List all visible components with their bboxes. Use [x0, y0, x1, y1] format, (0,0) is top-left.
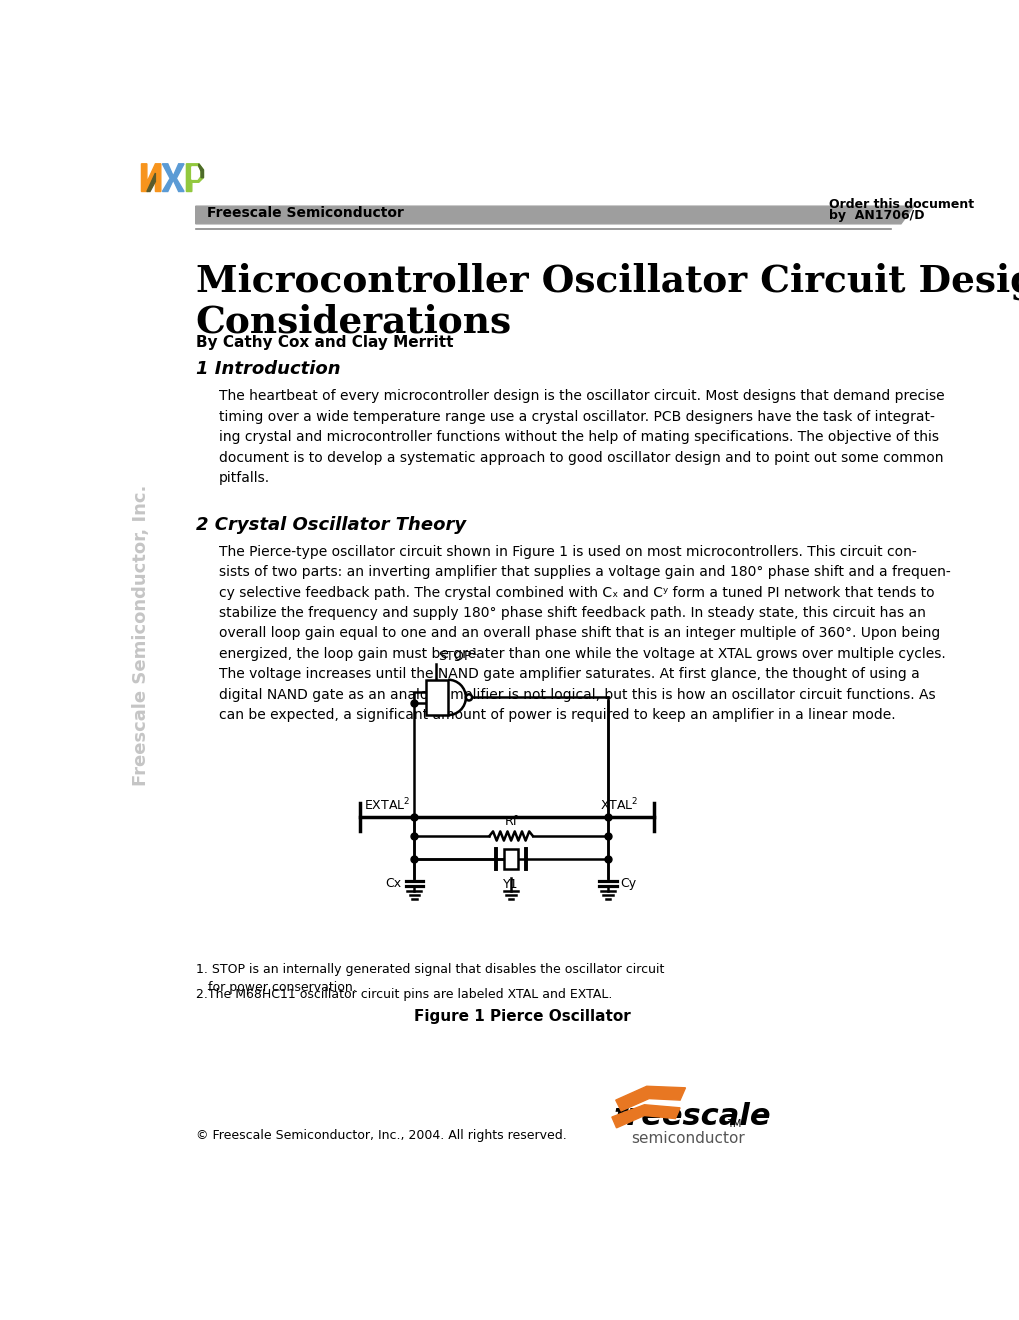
Polygon shape [192, 166, 200, 180]
Text: The heartbeat of every microcontroller design is the oscillator circuit. Most de: The heartbeat of every microcontroller d… [219, 389, 944, 484]
Circle shape [466, 694, 472, 701]
Polygon shape [199, 164, 203, 178]
Polygon shape [611, 1105, 680, 1127]
Text: Microcontroller Oscillator Circuit Design
Considerations: Microcontroller Oscillator Circuit Desig… [196, 263, 1019, 341]
Polygon shape [142, 164, 161, 191]
Text: STOP$^1$: STOP$^1$ [438, 648, 478, 664]
Text: Y1: Y1 [503, 878, 519, 891]
Bar [426, 680, 447, 715]
Text: 1 Introduction: 1 Introduction [196, 360, 340, 378]
Text: Figure 1 Pierce Oscillator: Figure 1 Pierce Oscillator [414, 1010, 631, 1024]
Polygon shape [147, 173, 155, 191]
Text: XTAL$^2$: XTAL$^2$ [599, 796, 638, 813]
Text: Freescale Semiconductor, Inc.: Freescale Semiconductor, Inc. [132, 486, 151, 787]
Text: freescale: freescale [612, 1102, 770, 1131]
Text: Order this document: Order this document [828, 198, 973, 211]
Text: semiconductor: semiconductor [631, 1131, 744, 1146]
Text: TM: TM [726, 1118, 740, 1129]
Polygon shape [615, 1086, 685, 1111]
Text: By Cathy Cox and Clay Merritt: By Cathy Cox and Clay Merritt [196, 335, 452, 351]
Polygon shape [186, 164, 203, 191]
Polygon shape [162, 164, 183, 191]
Text: The Pierce-type oscillator circuit shown in Figure 1 is used on most microcontro: The Pierce-type oscillator circuit shown… [219, 545, 950, 722]
Text: by  AN1706/D: by AN1706/D [828, 209, 923, 222]
Text: Cy: Cy [620, 878, 636, 890]
Text: © Freescale Semiconductor, Inc., 2004. All rights reserved.: © Freescale Semiconductor, Inc., 2004. A… [196, 1130, 566, 1143]
Text: 2.The M68HC11 oscillator circuit pins are labeled XTAL and EXTAL.: 2.The M68HC11 oscillator circuit pins ar… [196, 987, 611, 1001]
Bar [503, 849, 518, 869]
Text: Rf: Rf [504, 816, 518, 829]
Polygon shape [196, 206, 913, 224]
Text: Freescale Semiconductor: Freescale Semiconductor [207, 206, 404, 220]
Text: Cx: Cx [385, 878, 401, 890]
Text: EXTAL$^2$: EXTAL$^2$ [364, 796, 410, 813]
Text: 1. STOP is an internally generated signal that disables the oscillator circuit
 : 1. STOP is an internally generated signa… [196, 964, 663, 994]
Text: 2 Crystal Oscillator Theory: 2 Crystal Oscillator Theory [196, 516, 466, 535]
Bar [140, 162, 202, 194]
